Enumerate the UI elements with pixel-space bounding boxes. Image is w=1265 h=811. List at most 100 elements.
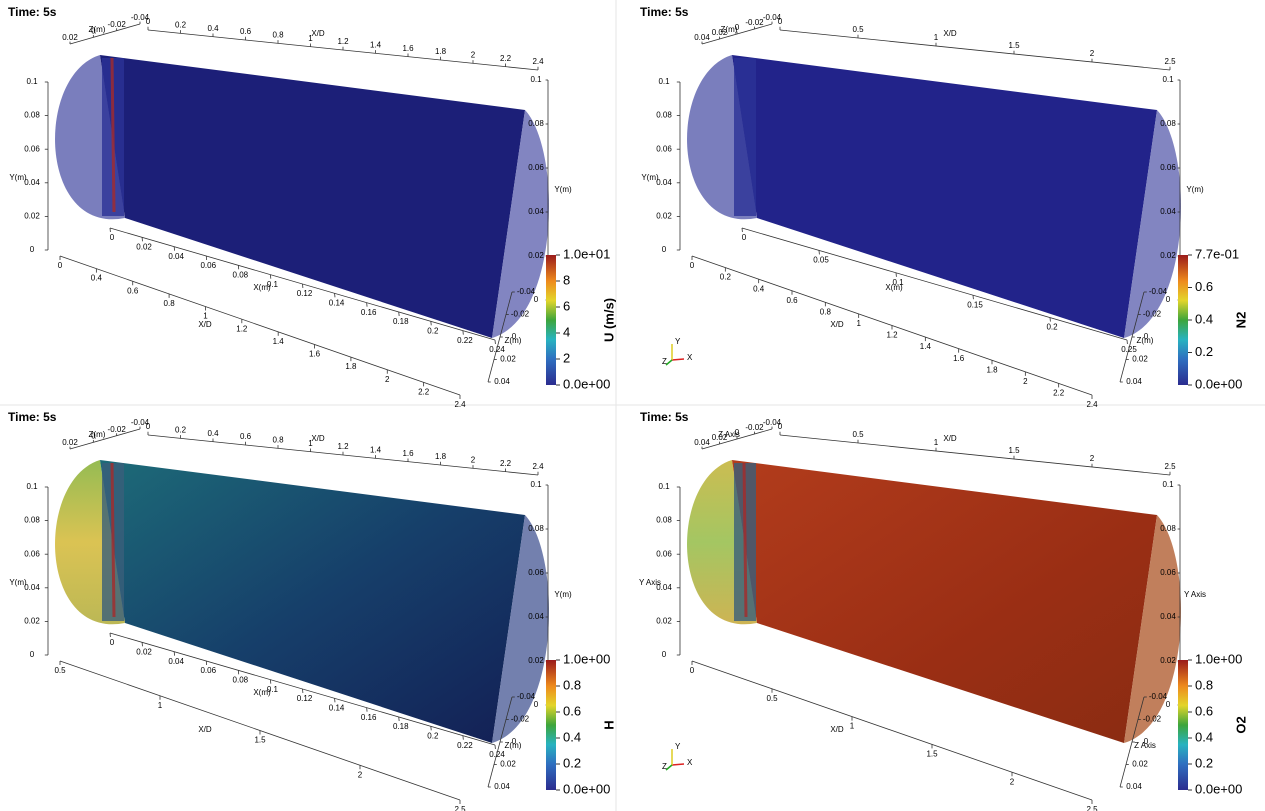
- render-view: 0.020-0.02-0.04Z(m)00.20.40.60.811.21.41…: [8, 5, 616, 409]
- axis-tick-label: 0.04: [494, 782, 510, 791]
- axis-tick-label: 0.02: [1132, 760, 1148, 769]
- axis-title: X/D: [311, 434, 325, 443]
- axis-tick-label: 0.1: [658, 77, 670, 86]
- colorbar-label: 0.8: [563, 677, 581, 692]
- axis-title: Z(m): [1137, 336, 1154, 345]
- axis-tick-label: 0.02: [1160, 251, 1176, 260]
- axis-tick-label: 0.08: [656, 516, 672, 525]
- axis-title: Z(m): [505, 336, 522, 345]
- axis-tick-label: 0.04: [1160, 612, 1176, 621]
- axis-tick-label: 0.08: [1160, 524, 1176, 533]
- axis-tick-label: -0.04: [517, 692, 536, 701]
- time-label: Time: 5s: [640, 5, 689, 19]
- axis-tick-label: 0.18: [393, 722, 409, 731]
- axis-tick-label: 1.8: [435, 47, 447, 56]
- axis-tick-label: 2.2: [418, 387, 430, 396]
- axis-tick-label: 0: [1166, 295, 1171, 304]
- axis-tick-label: 0.2: [427, 731, 439, 740]
- axis-tick-label: 2: [385, 375, 390, 384]
- axis-line: [780, 435, 1170, 475]
- axis-tick-label: 1: [158, 701, 163, 710]
- axis-tick-label: 0.2: [175, 20, 187, 29]
- axis-tick-label: 0.06: [200, 666, 216, 675]
- axis-tick-label: 0.12: [297, 694, 313, 703]
- axis-tick-label: 0.08: [24, 516, 40, 525]
- axis-title: X/D: [311, 29, 325, 38]
- axis-tick-label: 2.5: [1086, 805, 1098, 811]
- axis-tick-label: 0: [690, 261, 695, 270]
- axis-tick-label: -0.02: [1143, 310, 1162, 319]
- axis-tick-label: 0.08: [528, 524, 544, 533]
- colorbar-title: N2: [1233, 312, 1248, 329]
- axis-tick-label: 0.02: [500, 355, 516, 364]
- axis-tick-label: 0: [30, 245, 35, 254]
- axis-title: Z Axis: [1134, 741, 1156, 750]
- axis-title: X/D: [198, 725, 212, 734]
- axis-tick-label: -0.04: [1149, 287, 1168, 296]
- axis-tick-label: 0.4: [91, 274, 103, 283]
- axis-tick-label: 0: [30, 650, 35, 659]
- colorbar-label: 0.0e+00: [1195, 376, 1242, 391]
- axis-tick-label: 2.4: [1086, 400, 1098, 409]
- axis-tick-label: 2.2: [500, 54, 512, 63]
- axis-tick-label: 0: [662, 650, 667, 659]
- colorbar-label: 0.2: [1195, 344, 1213, 359]
- axis-title: X/D: [830, 320, 844, 329]
- axis-tick-label: 1.4: [370, 445, 382, 454]
- axis-tick-label: 0: [1166, 700, 1171, 709]
- axis-tick-label: 2.5: [1164, 462, 1176, 471]
- axis-tick-label: 0.02: [62, 33, 78, 42]
- axis-tick-label: 2.4: [532, 57, 544, 66]
- axis-tick-label: 0.16: [361, 308, 377, 317]
- colorbar-title: H: [601, 720, 616, 729]
- axis-tick-label: -0.02: [511, 715, 530, 724]
- axis-tick-label: 0: [534, 295, 539, 304]
- axis-tick-label: 0.2: [1046, 323, 1058, 332]
- axis-title: Z(m): [721, 25, 738, 34]
- axis-tick-label: 0.06: [24, 549, 40, 558]
- viewport-grid: 0.02 0 -0.02 -0.04 Z(m) 0 0.2 0.4 0.6 0.8 1 1.2 1.4 1…: [0, 0, 1265, 811]
- colorbar-label: 0.0e+00: [563, 376, 610, 391]
- inlet-jet: [112, 463, 114, 617]
- axis-tick-label: 2.5: [454, 805, 466, 811]
- inlet-jet: [744, 463, 746, 617]
- axis-tick-label: 1.2: [337, 37, 349, 46]
- axis-title: X/D: [830, 725, 844, 734]
- axis-title: Y Axis: [1184, 590, 1206, 599]
- axis-tick-label: 0.08: [24, 111, 40, 120]
- axis-tick-label: 2: [471, 50, 476, 59]
- widget-axis-x: [672, 764, 684, 765]
- axis-tick-label: 0.06: [528, 568, 544, 577]
- axis-title: Y(m): [9, 578, 27, 587]
- axis-tick-label: 1.2: [236, 324, 248, 333]
- axis-tick-label: -0.02: [108, 425, 127, 434]
- axis-tick-label: 1.6: [402, 44, 414, 53]
- widget-label: Y: [675, 337, 681, 346]
- axis-tick-label: 0.08: [233, 675, 249, 684]
- axis-tick-label: 0.02: [500, 760, 516, 769]
- widget-label: Y: [675, 742, 681, 751]
- axis-tick-label: 0.06: [24, 144, 40, 153]
- colorbar-label: 2: [563, 350, 570, 365]
- axis-title: Z(m): [505, 741, 522, 750]
- axis-title: X(m): [885, 283, 903, 292]
- axis-tick-label: 0.08: [1160, 119, 1176, 128]
- axis-tick-label: 0.6: [786, 296, 798, 305]
- widget-axis-z: [666, 360, 672, 365]
- axis-tick-label: 0.02: [1160, 656, 1176, 665]
- axis-tick-label: 0.1: [26, 77, 38, 86]
- time-label: Time: 5s: [8, 410, 57, 424]
- axis-tick-label: 1.2: [886, 331, 898, 340]
- axis-tick-label: 1.8: [435, 452, 447, 461]
- axis-title: X/D: [943, 29, 957, 38]
- axis-tick-label: 1: [850, 722, 855, 731]
- time-label: Time: 5s: [640, 410, 689, 424]
- axis-tick-label: 0.1: [658, 482, 670, 491]
- axis-tick-label: 0: [146, 17, 151, 26]
- axis-tick-label: 1: [934, 438, 939, 447]
- axis-tick-label: 0.02: [136, 647, 152, 656]
- axis-title: Z Axis: [718, 430, 740, 439]
- axis-tick-label: 0.02: [24, 212, 40, 221]
- colorbar-label: 0.4: [1195, 311, 1213, 326]
